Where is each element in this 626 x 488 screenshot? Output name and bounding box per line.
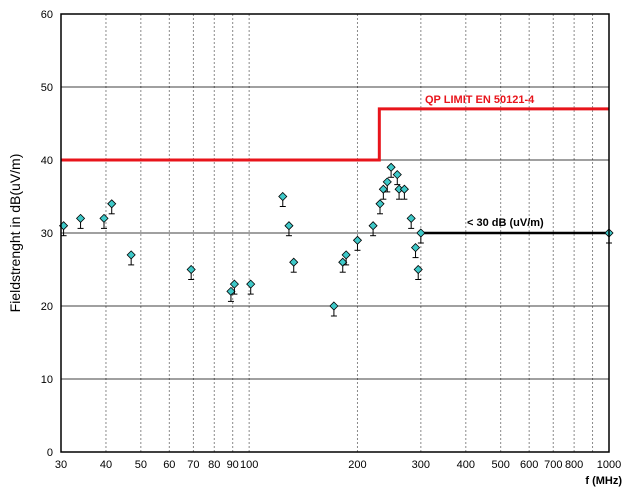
- data-points: [59, 162, 614, 317]
- point-marker: [338, 257, 348, 267]
- data-point: [107, 199, 117, 215]
- data-point: [392, 170, 402, 186]
- reference-line-label: < 30 dB (uV/m): [467, 217, 544, 229]
- point-marker: [410, 243, 421, 253]
- data-point: [329, 301, 339, 317]
- y-tick-label: 20: [41, 301, 53, 313]
- x-tick-label: 100: [240, 459, 258, 471]
- point-marker: [186, 264, 196, 275]
- data-point: [352, 235, 363, 251]
- point-marker: [107, 199, 117, 209]
- x-tick-label: 600: [520, 459, 538, 471]
- data-point: [289, 257, 299, 273]
- x-tick-label: 80: [208, 459, 220, 471]
- data-point: [99, 213, 109, 229]
- data-point: [386, 162, 396, 178]
- data-point: [382, 177, 392, 193]
- point-marker: [284, 221, 294, 231]
- x-tick-label: 40: [100, 459, 112, 471]
- data-point: [399, 184, 409, 200]
- x-tick-label: 500: [491, 459, 509, 471]
- data-point: [226, 286, 236, 302]
- point-marker: [229, 279, 239, 289]
- point-marker: [246, 279, 256, 289]
- data-point: [278, 191, 288, 207]
- data-point: [338, 257, 348, 273]
- point-marker: [126, 250, 136, 260]
- plot-frame: [60, 13, 610, 453]
- data-point: [229, 279, 239, 295]
- y-tick-labels: 0 10 20 30 40 50 60: [41, 9, 53, 459]
- point-marker: [416, 228, 426, 238]
- point-marker: [75, 213, 86, 223]
- data-point: [394, 184, 404, 200]
- data-point: [126, 250, 136, 266]
- y-tick-label: 40: [41, 155, 53, 167]
- point-marker: [406, 213, 416, 223]
- point-marker: [399, 184, 409, 194]
- x-tick-label: 800: [565, 459, 583, 471]
- x-tick-label: 50: [135, 459, 147, 471]
- qp-limit-line: [61, 107, 609, 162]
- point-marker: [368, 221, 378, 231]
- y-tick-label: 10: [41, 374, 53, 386]
- point-marker: [392, 170, 402, 180]
- data-point: [410, 243, 421, 259]
- x-tick-label: 70: [187, 459, 199, 471]
- limit-lines: [61, 107, 609, 235]
- x-tick-label: 1000: [597, 459, 621, 471]
- point-marker: [413, 264, 423, 275]
- y-axis-label: Fieldstrenght in dB(uV/m): [7, 154, 23, 313]
- x-axis-label: f (MHz): [585, 475, 622, 487]
- point-marker: [289, 257, 299, 267]
- data-point: [375, 199, 385, 215]
- y-tick-label: 0: [47, 447, 53, 459]
- x-tick-labels: 30 40 50 60 70 80 90 100 200 300 400 500 600 700 800 10…: [55, 459, 621, 471]
- data-point: [406, 213, 416, 229]
- data-point: [341, 250, 351, 266]
- point-marker: [99, 213, 109, 223]
- point-marker: [375, 199, 385, 209]
- point-marker: [278, 191, 288, 202]
- x-tick-label: 60: [163, 459, 175, 471]
- data-point: [75, 213, 86, 229]
- point-marker: [382, 177, 392, 187]
- point-marker: [386, 162, 396, 172]
- data-point: [368, 221, 378, 237]
- data-point: [378, 184, 388, 200]
- data-point: [246, 279, 256, 295]
- data-point: [186, 264, 196, 280]
- x-tick-label: 200: [348, 459, 366, 471]
- y-tick-label: 30: [41, 228, 53, 240]
- y-tick-label: 60: [41, 9, 53, 21]
- limit-line-label: QP LIMIT EN 50121-4: [425, 94, 535, 106]
- point-marker: [329, 301, 339, 311]
- x-tick-label: 300: [412, 459, 430, 471]
- point-marker: [226, 286, 236, 296]
- data-point: [413, 264, 423, 280]
- x-tick-label: 700: [544, 459, 562, 471]
- data-point: [284, 221, 294, 237]
- x-tick-label: 90: [227, 459, 239, 471]
- x-tick-label: 400: [457, 459, 475, 471]
- point-marker: [341, 250, 351, 260]
- point-marker: [352, 235, 363, 245]
- point-marker: [378, 184, 388, 194]
- y-tick-label: 50: [41, 82, 53, 94]
- x-tick-label: 30: [55, 459, 67, 471]
- data-point: [416, 228, 426, 244]
